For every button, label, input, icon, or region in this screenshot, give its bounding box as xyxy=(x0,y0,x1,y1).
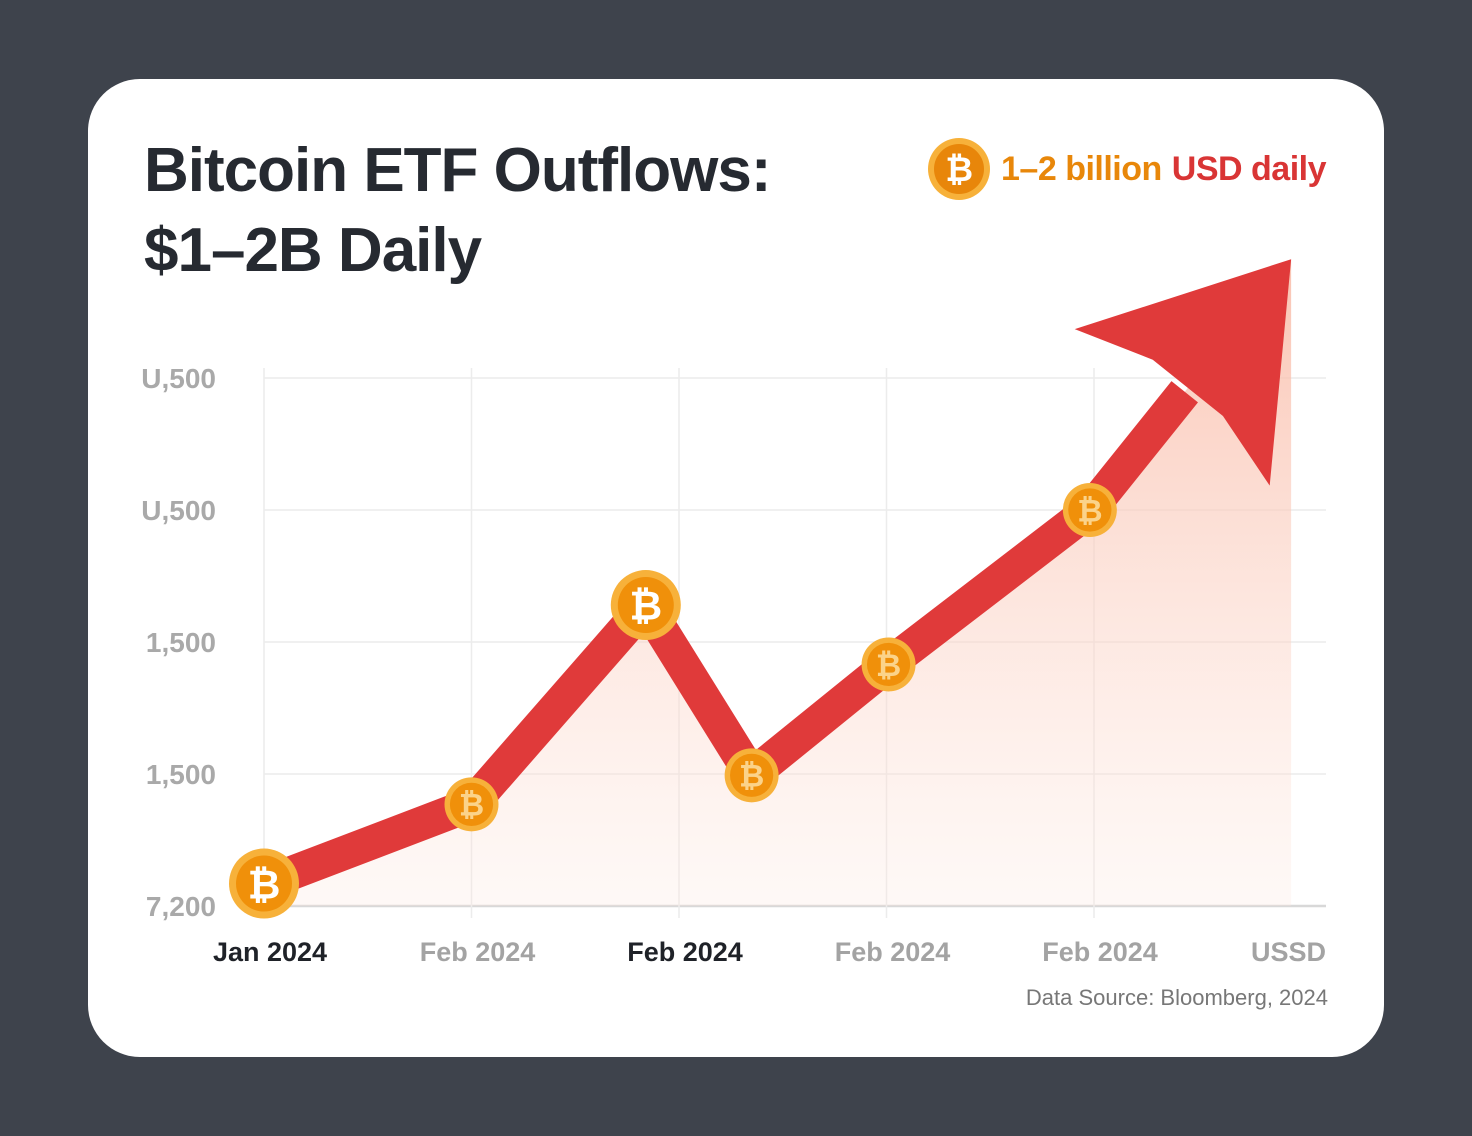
bitcoin-icon: ₿ xyxy=(739,759,764,795)
y-tick-label: U,500 xyxy=(141,495,216,526)
x-tick-label: Feb 2024 xyxy=(420,937,536,967)
bitcoin-coin-marker: ₿ xyxy=(861,637,916,692)
bitcoin-icon: ₿ xyxy=(876,648,901,684)
bitcoin-coin-icon: ₿ xyxy=(928,138,991,200)
x-tick-label: Feb 2024 xyxy=(835,937,951,967)
coin-face xyxy=(1068,488,1112,532)
arrow-head xyxy=(1074,259,1292,486)
coin-face xyxy=(449,782,494,826)
y-tick-label: 1,500 xyxy=(146,759,216,790)
coin-face xyxy=(236,855,292,912)
area-fill xyxy=(264,259,1292,906)
bitcoin-icon: ₿ xyxy=(1077,493,1102,529)
y-tick-label: 7,200 xyxy=(146,891,216,922)
coin-face xyxy=(866,642,911,687)
x-tick-label: Feb 2024 xyxy=(1042,937,1158,967)
bitcoin-coin-marker: ₿ xyxy=(1062,483,1117,537)
legend: ₿ 1–2 billion USD daily xyxy=(927,137,1327,201)
bitcoin-icon: ₿ xyxy=(248,862,281,908)
coin-face xyxy=(617,577,674,634)
bitcoin-icon: ₿ xyxy=(629,584,662,630)
y-tick-label: 1,500 xyxy=(146,627,216,658)
data-source: Data Source: Bloomberg, 2024 xyxy=(1025,985,1328,1010)
bitcoin-coin-marker: ₿ xyxy=(610,570,681,641)
title-line-1: Bitcoin ETF Outflows: xyxy=(144,136,771,205)
x-tick-label: USSD xyxy=(1251,937,1326,967)
bitcoin-coin-marker: ₿ xyxy=(444,777,499,832)
bitcoin-icon: ₿ xyxy=(459,788,484,824)
bitcoin-coin-marker: ₿ xyxy=(229,848,299,919)
title-line-2: $1–2B Daily xyxy=(144,216,482,285)
chart-title: Bitcoin ETF Outflows: $1–2B Daily xyxy=(144,131,771,291)
y-tick-label: U,500 xyxy=(141,363,216,394)
x-tick-label: Jan 2024 xyxy=(213,937,327,967)
coin-face xyxy=(730,753,774,797)
legend-text-amount: 1–2 billion xyxy=(1001,149,1162,188)
svg-text:₿: ₿ xyxy=(945,150,972,190)
legend-text-unit: USD daily xyxy=(1171,149,1327,188)
x-tick-label: Feb 2024 xyxy=(627,937,743,967)
bitcoin-coin-marker: ₿ xyxy=(724,748,779,803)
